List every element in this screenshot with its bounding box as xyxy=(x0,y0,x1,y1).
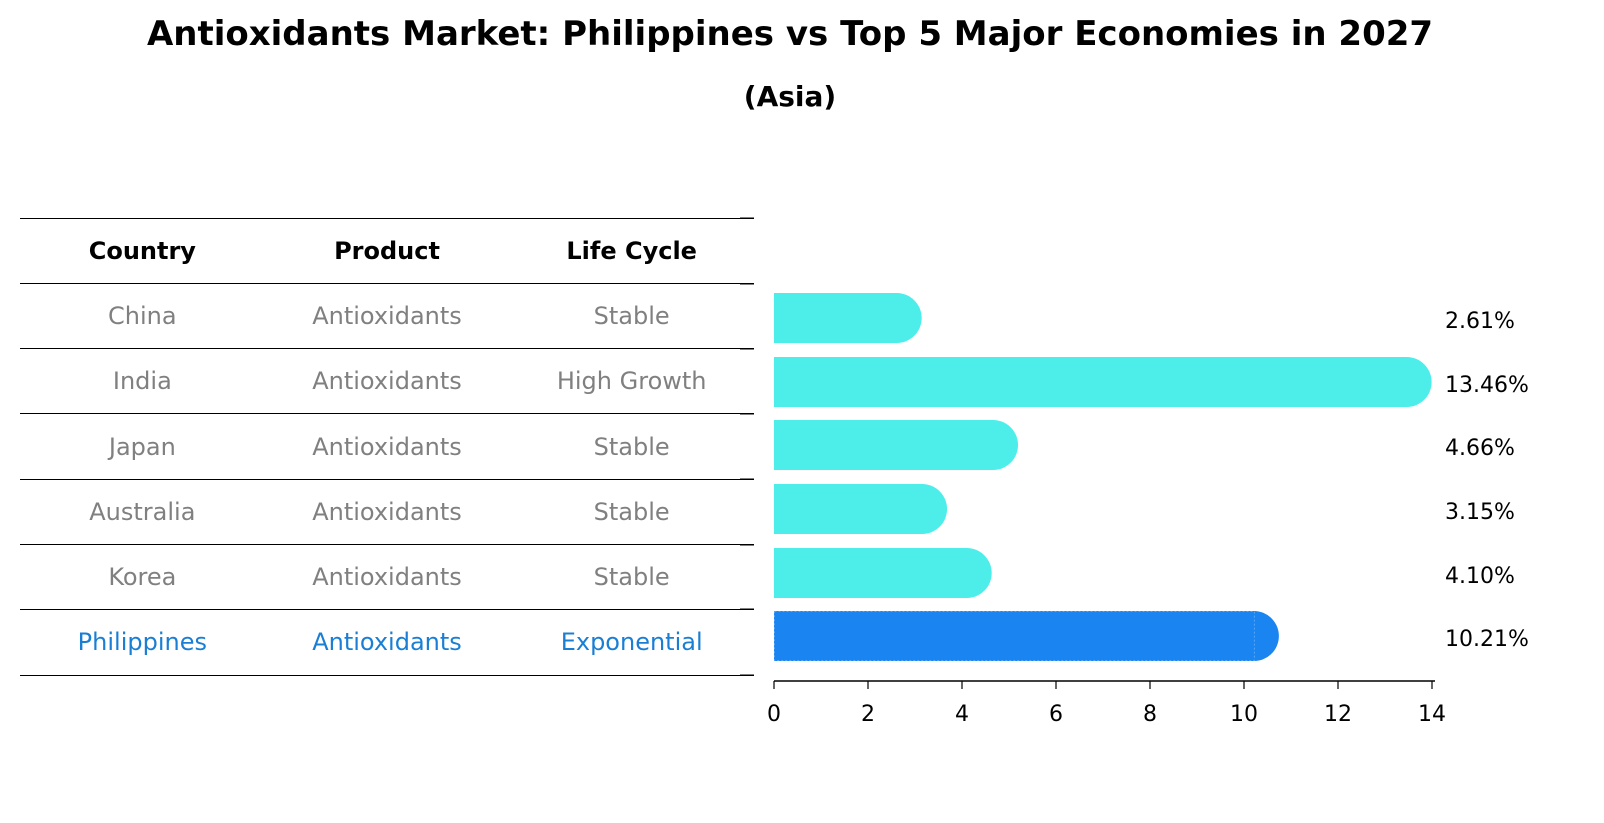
x-tick-label: 10 xyxy=(1230,702,1258,727)
table-rule xyxy=(20,479,754,480)
table-row-highlighted: Philippines Antioxidants Exponential xyxy=(20,609,754,674)
x-tick-label: 2 xyxy=(861,702,875,727)
table-row: Korea Antioxidants Stable xyxy=(20,544,754,609)
cell-country: India xyxy=(112,366,172,395)
chart-title: Antioxidants Market: Philippines vs Top … xyxy=(146,14,1434,54)
cell-life-cycle: Stable xyxy=(593,432,670,461)
cell-life-cycle: High Growth xyxy=(556,366,707,395)
cell-product: Antioxidants xyxy=(312,432,462,461)
cell-product: Antioxidants xyxy=(312,366,462,395)
bar-cap xyxy=(968,420,1019,470)
cell-country: China xyxy=(108,301,177,330)
table-row: Australia Antioxidants Stable xyxy=(20,479,754,544)
table-rule xyxy=(20,675,754,676)
cell-life-cycle: Stable xyxy=(593,562,670,591)
x-tick-label: 14 xyxy=(1418,702,1446,727)
table-row: China Antioxidants Stable xyxy=(20,283,754,348)
x-tick-label: 8 xyxy=(1143,702,1157,727)
value-label: 4.10% xyxy=(1445,564,1515,589)
cell-product: Antioxidants xyxy=(312,627,462,656)
bar-cap xyxy=(941,548,992,598)
cell-country: Australia xyxy=(89,497,196,526)
header-life-cycle: Life Cycle xyxy=(566,236,697,265)
table-rule xyxy=(20,609,754,610)
bar-philippines xyxy=(774,611,1254,661)
x-tick-label: 0 xyxy=(767,702,781,727)
value-label: 4.66% xyxy=(1445,436,1515,461)
cell-product: Antioxidants xyxy=(312,301,462,330)
bar-japan xyxy=(774,420,994,470)
header-product: Product xyxy=(334,236,440,265)
table-rule xyxy=(20,413,754,414)
table-row: India Antioxidants High Growth xyxy=(20,348,754,413)
table-rule xyxy=(20,218,754,219)
cell-country: Korea xyxy=(108,562,177,591)
x-tick-label: 12 xyxy=(1324,702,1352,727)
chart-subtitle: (Asia) xyxy=(743,80,837,113)
header-country: Country xyxy=(88,236,196,265)
bar-india xyxy=(774,357,1407,407)
cell-life-cycle: Stable xyxy=(593,301,670,330)
bar-cap xyxy=(1381,357,1432,407)
table-rule xyxy=(20,283,754,284)
x-tick-label: 6 xyxy=(1049,702,1063,727)
bar-cap xyxy=(871,293,922,343)
cell-life-cycle: Stable xyxy=(593,497,670,526)
cell-product: Antioxidants xyxy=(312,562,462,591)
table-rule xyxy=(20,348,754,349)
table-row: Japan Antioxidants Stable xyxy=(20,414,754,479)
table-rule xyxy=(20,544,754,545)
value-label: 13.46% xyxy=(1445,373,1529,398)
bar-korea xyxy=(774,548,967,598)
value-label: 2.61% xyxy=(1445,309,1515,334)
cell-country: Japan xyxy=(108,432,176,461)
table-header-row: Country Product Life Cycle xyxy=(20,218,754,283)
cell-country: Philippines xyxy=(77,627,207,656)
bar-cap xyxy=(897,484,948,534)
cell-life-cycle: Exponential xyxy=(560,627,703,656)
bar-outline xyxy=(774,611,1255,661)
x-tick-label: 4 xyxy=(955,702,969,727)
value-label: 3.15% xyxy=(1445,500,1515,525)
value-label: 10.21% xyxy=(1445,627,1529,652)
cell-product: Antioxidants xyxy=(312,497,462,526)
